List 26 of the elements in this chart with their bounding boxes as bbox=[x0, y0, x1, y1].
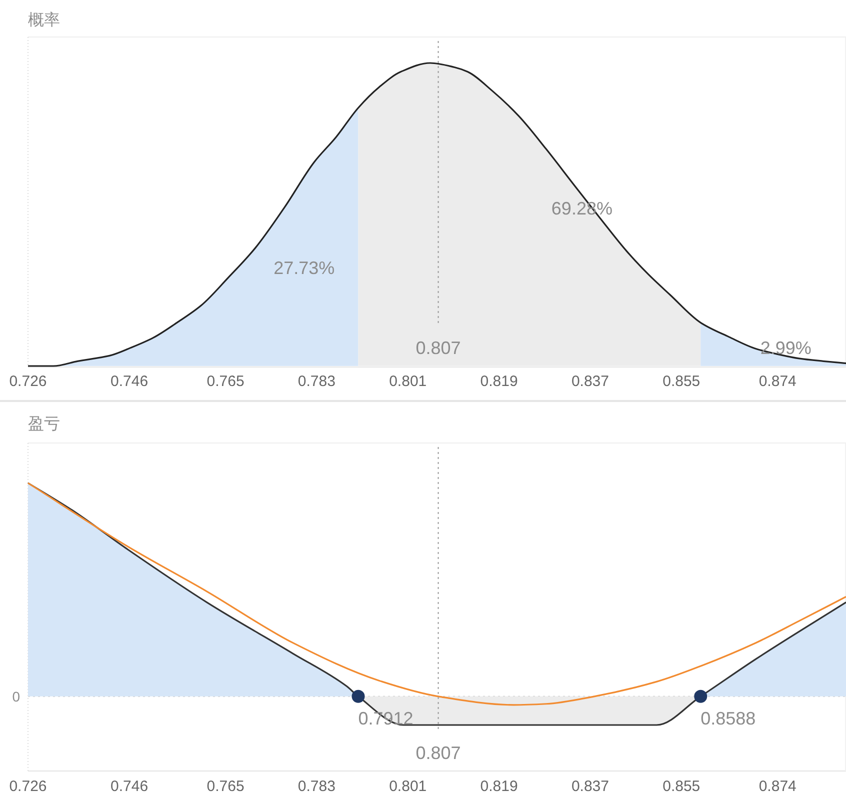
chart-title: 概率 bbox=[28, 11, 60, 29]
x-tick-label: 0.819 bbox=[480, 778, 518, 795]
x-tick-label: 0.855 bbox=[662, 778, 700, 795]
x-tick-label: 0.765 bbox=[206, 778, 244, 795]
x-tick-label: 0.801 bbox=[389, 373, 427, 390]
ref-line-label: 0 bbox=[12, 688, 20, 704]
chart-title: 盈亏 bbox=[28, 416, 60, 433]
x-tick-label: 0.783 bbox=[298, 373, 336, 390]
ref-line-label: 0.807 bbox=[416, 743, 461, 763]
x-tick-label: 0.726 bbox=[9, 778, 47, 795]
ref-line-label: 0.807 bbox=[416, 338, 461, 358]
x-tick-label: 0.765 bbox=[206, 373, 244, 390]
x-tick-label: 0.819 bbox=[480, 373, 518, 390]
x-tick-label: 0.837 bbox=[571, 373, 609, 390]
x-tick-label: 0.874 bbox=[758, 373, 796, 390]
x-tick-label: 0.855 bbox=[662, 373, 700, 390]
annotation: 0.8588 bbox=[700, 708, 756, 728]
x-tick-label: 0.726 bbox=[9, 373, 47, 390]
annotation: 2.99% bbox=[760, 338, 812, 358]
x-tick-label: 0.837 bbox=[571, 778, 609, 795]
annotation: 27.73% bbox=[274, 258, 335, 278]
x-tick-label: 0.746 bbox=[110, 778, 148, 795]
x-tick-label: 0.746 bbox=[110, 373, 148, 390]
x-tick-label: 0.874 bbox=[758, 778, 796, 795]
x-tick-label: 0.801 bbox=[389, 778, 427, 795]
x-tick-label: 0.783 bbox=[298, 778, 336, 795]
